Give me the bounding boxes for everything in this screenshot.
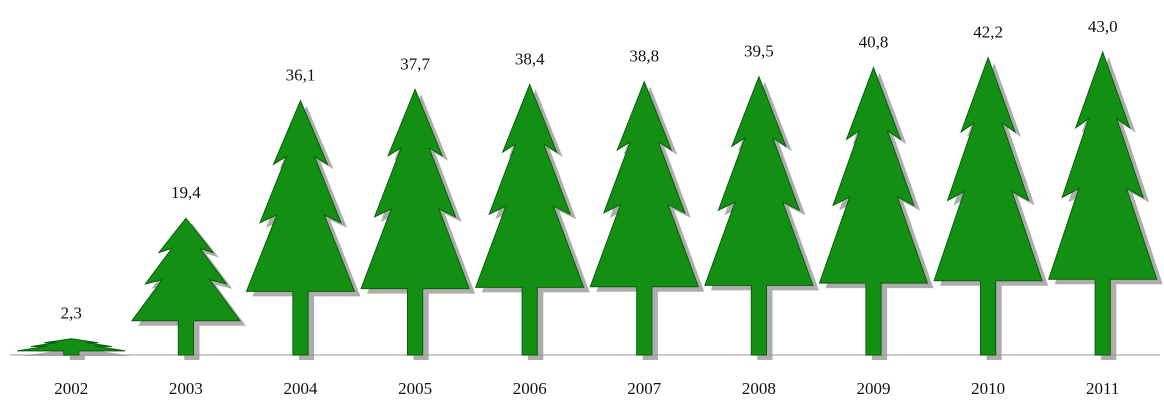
data-label: 42,2 [973,23,1003,42]
x-tick-label: 2009 [857,379,891,398]
x-tick-label: 2011 [1086,379,1119,398]
x-tick-label: 2010 [971,379,1005,398]
data-label: 39,5 [744,42,774,61]
data-label: 40,8 [859,32,889,51]
data-label: 19,4 [171,183,201,202]
x-tick-label: 2002 [54,379,88,398]
data-label: 38,8 [629,47,659,66]
data-label: 43,0 [1088,17,1118,36]
bar [704,75,814,356]
data-label: 36,1 [286,66,316,85]
bar [17,338,126,356]
data-label: 2,3 [61,304,82,323]
bar [933,56,1043,356]
bar [245,99,356,356]
bar [474,83,585,356]
data-label: 38,4 [515,49,545,68]
data-label: 37,7 [400,54,430,73]
bar [1048,50,1158,356]
x-tick-label: 2004 [284,379,319,398]
x-tick-label: 2003 [169,379,203,398]
bar [130,217,241,356]
bar [360,88,470,356]
bar [589,80,700,356]
x-tick-label: 2008 [742,379,776,398]
bar [818,66,929,356]
x-tick-label: 2007 [627,379,662,398]
x-tick-label: 2005 [398,379,432,398]
x-tick-label: 2006 [513,379,547,398]
